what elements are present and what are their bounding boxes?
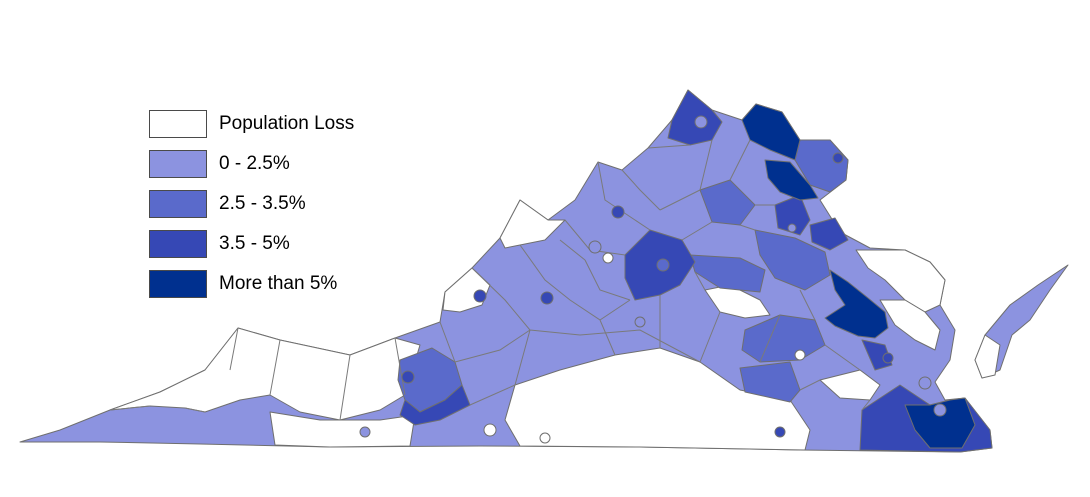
legend-swatch xyxy=(149,150,207,178)
eastern-shore-south xyxy=(974,334,1001,379)
city-norfolk xyxy=(933,403,947,417)
city-harrisonburg xyxy=(611,205,625,219)
region-mid-4 xyxy=(741,314,826,363)
city-buena-vista xyxy=(602,252,614,264)
city-staunton xyxy=(588,240,602,254)
region-high-stafford xyxy=(809,217,849,251)
region-loss-southside-west xyxy=(269,411,416,448)
legend-item-more-than-5: More than 5% xyxy=(149,264,354,304)
legend-swatch xyxy=(149,190,207,218)
legend-item-0-2-5: 0 - 2.5% xyxy=(149,144,354,184)
legend-label: 0 - 2.5% xyxy=(219,153,290,174)
region-mid-7 xyxy=(794,139,849,193)
region-high-new-kent xyxy=(861,339,893,371)
region-loss-southeast xyxy=(819,369,881,401)
city-charlottesville xyxy=(656,258,670,272)
legend-label: 3.5 - 5% xyxy=(219,233,290,254)
region-top-prince-william xyxy=(764,159,819,201)
region-loss-northern-neck xyxy=(855,249,946,313)
legend-item-loss: Population Loss xyxy=(149,104,354,144)
city-lynchburg xyxy=(634,316,646,328)
city-roanoke xyxy=(401,370,415,384)
city-danville xyxy=(483,423,497,437)
legend-label: 2.5 - 3.5% xyxy=(219,193,306,214)
city-covington xyxy=(473,289,487,303)
region-loss-highlands xyxy=(499,199,566,249)
city-radford xyxy=(359,426,371,438)
region-mid-5 xyxy=(739,361,801,403)
legend-swatch xyxy=(149,110,207,138)
city-hampton xyxy=(918,376,932,390)
legend-swatch xyxy=(149,270,207,298)
city-alexandria xyxy=(832,152,844,164)
region-top-loudoun xyxy=(741,103,801,161)
region-high-frederick xyxy=(667,89,723,146)
city-fredericksburg xyxy=(787,223,797,233)
city-martinsville xyxy=(539,432,551,444)
region-mid-3 xyxy=(754,229,831,291)
legend-item-2-5-3-5: 2.5 - 3.5% xyxy=(149,184,354,224)
region-top-richmond-corridor xyxy=(824,269,889,339)
city-petersburg xyxy=(794,349,806,361)
city-williamsburg xyxy=(882,352,894,364)
legend-item-3-5-5: 3.5 - 5% xyxy=(149,224,354,264)
city-emporia xyxy=(774,426,786,438)
legend-swatch xyxy=(149,230,207,258)
city-lexington xyxy=(540,291,554,305)
region-mid-1 xyxy=(699,179,756,226)
legend-label: Population Loss xyxy=(219,113,355,134)
region-loss-middle-peninsula xyxy=(879,299,941,351)
legend-label: More than 5% xyxy=(219,273,338,294)
region-top-chesapeake xyxy=(904,397,976,449)
legend: Population Loss 0 - 2.5% 2.5 - 3.5% 3.5 … xyxy=(149,104,354,304)
city-winchester xyxy=(694,115,708,129)
county-boundaries xyxy=(109,139,871,421)
